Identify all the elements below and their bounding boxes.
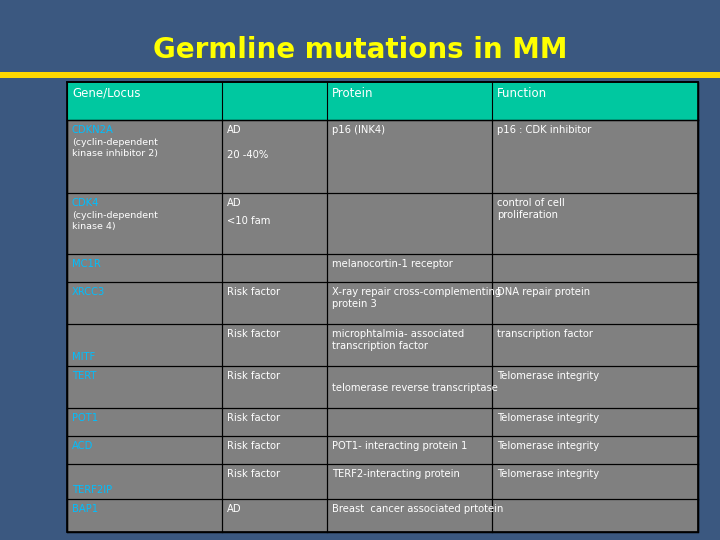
Text: MC1R: MC1R: [72, 259, 101, 269]
Text: MITF: MITF: [72, 352, 95, 362]
Text: p16 (INK4): p16 (INK4): [332, 125, 385, 135]
Text: Function: Function: [497, 87, 547, 100]
Text: p16 : CDK inhibitor: p16 : CDK inhibitor: [497, 125, 591, 135]
Text: Risk factor: Risk factor: [227, 287, 280, 297]
Text: control of cell
proliferation: control of cell proliferation: [497, 198, 564, 220]
Text: Telomerase integrity: Telomerase integrity: [497, 441, 599, 451]
Text: AD: AD: [227, 504, 242, 514]
Text: XRCC3: XRCC3: [72, 287, 105, 297]
Text: POT1: POT1: [72, 413, 98, 423]
Text: Risk factor: Risk factor: [227, 371, 280, 381]
Text: Telomerase integrity: Telomerase integrity: [497, 469, 599, 479]
Text: X-ray repair cross-complementing
protein 3: X-ray repair cross-complementing protein…: [332, 287, 501, 309]
Text: Germline mutations in MM: Germline mutations in MM: [153, 36, 567, 64]
Text: Telomerase integrity: Telomerase integrity: [497, 371, 599, 381]
Text: Gene/Locus: Gene/Locus: [72, 87, 140, 100]
Text: <10 fam: <10 fam: [227, 217, 271, 226]
Bar: [67, 82, 698, 120]
Text: AD: AD: [227, 125, 242, 135]
Text: Risk factor: Risk factor: [227, 329, 280, 339]
Text: Protein: Protein: [332, 87, 374, 100]
Text: (cyclin-dependent
kinase 4): (cyclin-dependent kinase 4): [72, 211, 158, 231]
Text: (cyclin-dependent
kinase inhibitor 2): (cyclin-dependent kinase inhibitor 2): [72, 138, 158, 158]
Text: POT1- interacting protein 1: POT1- interacting protein 1: [332, 441, 467, 451]
Text: TERF2-interacting protein: TERF2-interacting protein: [332, 469, 460, 479]
Text: transcription factor: transcription factor: [497, 329, 593, 339]
Text: CDKN2A: CDKN2A: [72, 125, 114, 135]
Text: melanocortin-1 receptor: melanocortin-1 receptor: [332, 259, 453, 269]
Text: Risk factor: Risk factor: [227, 413, 280, 423]
Text: TERT: TERT: [72, 371, 96, 381]
Bar: [67, 82, 698, 532]
Text: AD: AD: [227, 198, 242, 208]
Text: Telomerase integrity: Telomerase integrity: [497, 413, 599, 423]
Text: BAP1: BAP1: [72, 504, 98, 514]
Text: DNA repair protein: DNA repair protein: [497, 287, 590, 297]
Text: microphtalmia- associated
transcription factor: microphtalmia- associated transcription …: [332, 329, 464, 352]
Text: Breast  cancer associated prtotein: Breast cancer associated prtotein: [332, 504, 503, 514]
Text: telomerase reverse transcriptase: telomerase reverse transcriptase: [332, 371, 498, 394]
Bar: [0, 72, 720, 78]
Text: Risk factor: Risk factor: [227, 441, 280, 451]
Text: Risk factor: Risk factor: [227, 469, 280, 479]
Text: CDK4: CDK4: [72, 198, 99, 208]
Text: 20 -40%: 20 -40%: [227, 150, 269, 159]
Text: TERF2IP: TERF2IP: [72, 485, 112, 495]
Text: ACD: ACD: [72, 441, 94, 451]
Bar: [67, 82, 698, 532]
